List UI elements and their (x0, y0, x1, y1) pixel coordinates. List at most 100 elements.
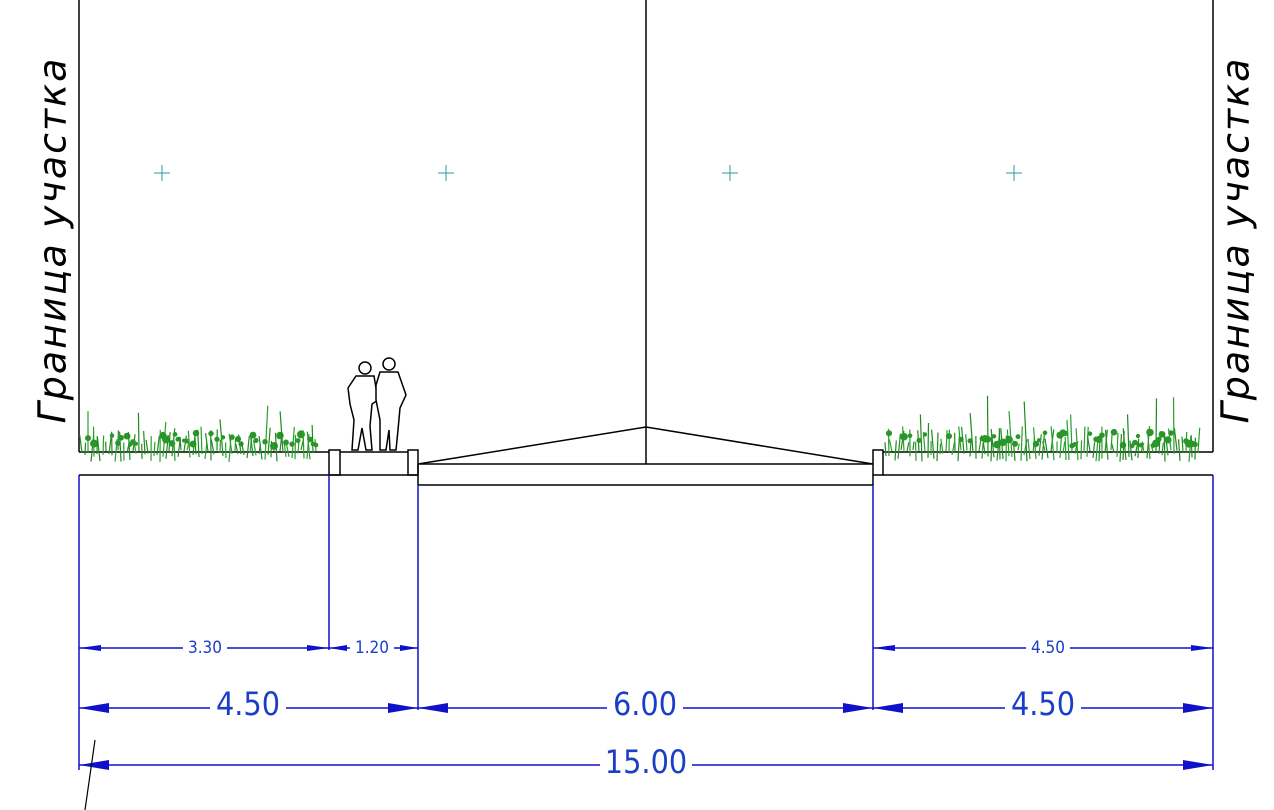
leaf (234, 435, 242, 443)
grass (302, 430, 305, 459)
text-bg (600, 747, 692, 783)
grass (228, 435, 232, 462)
extension-lines (78, 475, 1214, 770)
text-bg (210, 690, 286, 726)
leader (84, 739, 96, 810)
dimension-text: 4.50 (216, 685, 280, 723)
leaf (907, 433, 913, 439)
grass (183, 435, 187, 452)
leaf (945, 433, 953, 440)
grass (1126, 414, 1130, 457)
grass (945, 430, 948, 452)
grass (204, 432, 209, 452)
grass (1066, 419, 1070, 460)
grass (283, 443, 287, 457)
grass (1163, 432, 1166, 462)
leaf (90, 439, 98, 448)
grass (1023, 401, 1028, 462)
leaf (229, 434, 235, 440)
text-bg (183, 638, 227, 658)
leaf (1135, 433, 1141, 439)
grass (919, 414, 923, 462)
leaf (1110, 428, 1118, 436)
grass (912, 441, 915, 451)
grass (274, 432, 278, 462)
grass (1092, 441, 1096, 459)
leaf (307, 436, 313, 443)
grass (156, 435, 160, 456)
road (417, 426, 874, 486)
grass (981, 442, 984, 459)
leaf (175, 436, 181, 442)
leaf (967, 438, 973, 444)
grass (965, 434, 968, 451)
grass (1104, 429, 1109, 460)
leaf (1087, 431, 1093, 436)
text-bg (1026, 638, 1070, 658)
grass (1129, 440, 1133, 461)
grass (1119, 434, 1123, 462)
grass (1083, 426, 1086, 453)
dimension-text: 6.00 (613, 685, 677, 723)
leaf (1072, 441, 1078, 447)
grass (1197, 427, 1201, 453)
grass (1008, 411, 1013, 457)
leaf (276, 431, 284, 440)
leaf (1032, 440, 1040, 448)
grass (187, 430, 191, 458)
grass (990, 428, 995, 458)
grass (1041, 433, 1046, 460)
arrows (79, 645, 1213, 770)
grass (1134, 441, 1139, 457)
leaf (220, 435, 226, 440)
grass (1181, 436, 1184, 453)
grass (96, 437, 101, 462)
boundary-label: Граница участка (1214, 57, 1258, 424)
grass (153, 441, 156, 457)
grass (250, 435, 254, 457)
grass (1095, 441, 1099, 462)
leaf (922, 432, 928, 437)
dimension-text: 15.00 (605, 743, 687, 781)
grass (951, 442, 956, 455)
text-bg (1005, 690, 1081, 726)
grass (1017, 443, 1020, 451)
grass (1111, 443, 1115, 453)
leaf (162, 435, 170, 444)
grass (241, 441, 245, 456)
grass (894, 440, 897, 461)
leaf (900, 432, 908, 441)
dimension-text: 4.50 (1031, 638, 1065, 658)
leaf (1011, 440, 1019, 447)
leaf (262, 439, 268, 445)
text-bg (350, 638, 394, 658)
dimension-text: 1.20 (355, 638, 389, 658)
grass (1075, 428, 1079, 461)
grass (285, 442, 290, 457)
leaf (313, 442, 319, 448)
grass (969, 412, 974, 453)
grass (311, 425, 314, 454)
grass (194, 433, 197, 455)
leaf (133, 441, 139, 446)
leaf (1015, 434, 1021, 440)
boundary-label: Граница участка (31, 57, 75, 424)
text-bg (607, 690, 683, 726)
leaf (85, 435, 91, 442)
grass (1137, 438, 1140, 458)
grass (253, 440, 257, 456)
leaf (1036, 438, 1042, 443)
grass (234, 438, 237, 452)
grass (1086, 426, 1089, 457)
leaf (1099, 432, 1105, 439)
leaf (1146, 428, 1154, 437)
grass (1116, 432, 1119, 457)
leaf (115, 440, 121, 446)
leaf (999, 438, 1007, 447)
grass (1038, 434, 1042, 456)
grass (1173, 428, 1178, 451)
leaf (885, 430, 893, 437)
leaf (253, 437, 259, 444)
grass (258, 435, 263, 460)
